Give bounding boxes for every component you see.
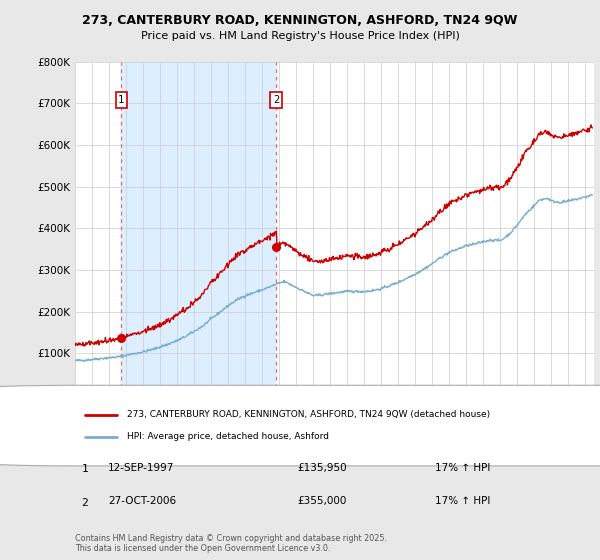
Text: Contains HM Land Registry data © Crown copyright and database right 2025.
This d: Contains HM Land Registry data © Crown c… (75, 534, 387, 553)
FancyBboxPatch shape (0, 385, 600, 466)
Text: 273, CANTERBURY ROAD, KENNINGTON, ASHFORD, TN24 9QW: 273, CANTERBURY ROAD, KENNINGTON, ASHFOR… (82, 14, 518, 27)
Text: £135,950: £135,950 (297, 463, 347, 473)
Text: 27-OCT-2006: 27-OCT-2006 (108, 496, 176, 506)
Text: HPI: Average price, detached house, Ashford: HPI: Average price, detached house, Ashf… (127, 432, 329, 441)
Text: 1: 1 (81, 464, 88, 474)
Point (116, 334, 126, 343)
Text: 12-SEP-1997: 12-SEP-1997 (108, 463, 175, 473)
Text: 17% ↑ HPI: 17% ↑ HPI (435, 463, 490, 473)
Text: 2: 2 (81, 498, 88, 508)
Text: 1: 1 (118, 95, 124, 105)
Text: 17% ↑ HPI: 17% ↑ HPI (435, 496, 490, 506)
Text: Price paid vs. HM Land Registry's House Price Index (HPI): Price paid vs. HM Land Registry's House … (140, 31, 460, 41)
Text: 2: 2 (273, 95, 279, 105)
Text: 273, CANTERBURY ROAD, KENNINGTON, ASHFORD, TN24 9QW (detached house): 273, CANTERBURY ROAD, KENNINGTON, ASHFOR… (127, 410, 490, 419)
Text: £355,000: £355,000 (297, 496, 346, 506)
Bar (121, 62, 276, 395)
Point (271, 242, 281, 251)
